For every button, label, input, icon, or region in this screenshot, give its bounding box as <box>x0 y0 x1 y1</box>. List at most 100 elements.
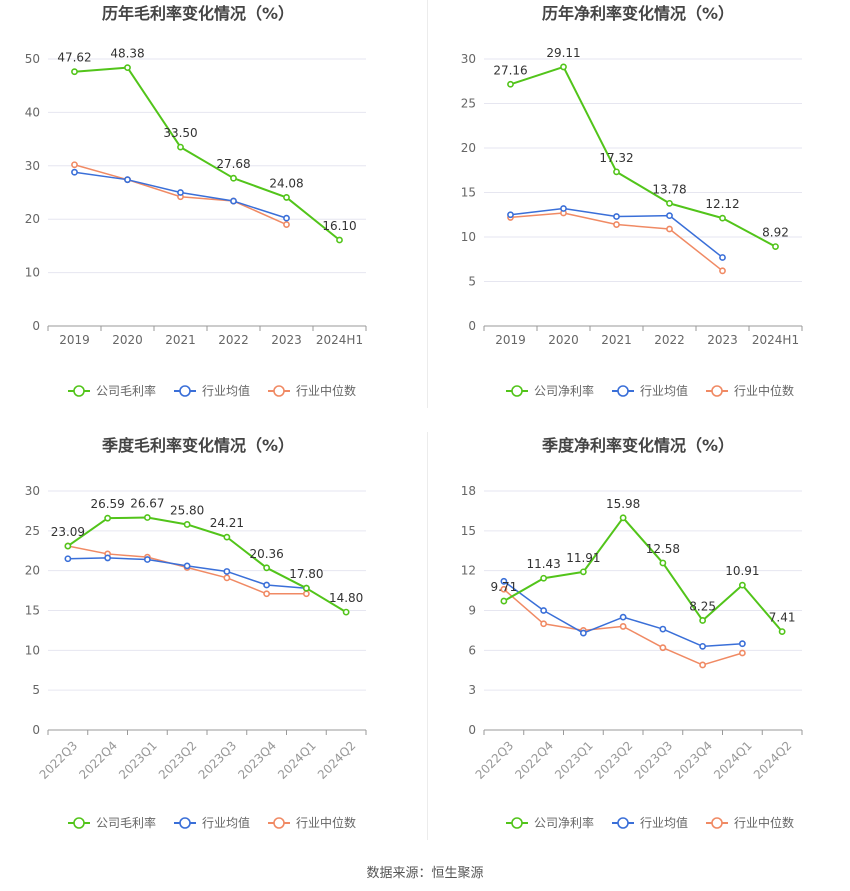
data-label: 27.68 <box>216 157 250 171</box>
y-tick-label: 15 <box>25 604 40 618</box>
y-tick-label: 15 <box>461 524 476 538</box>
data-point <box>500 597 508 605</box>
data-point <box>738 581 746 589</box>
chart-title: 季度毛利率变化情况（%） <box>101 436 294 455</box>
data-point <box>507 80 514 88</box>
legend-marker <box>273 385 285 397</box>
y-tick-label: 40 <box>25 105 40 119</box>
x-tick-label: 2024Q1 <box>275 738 319 782</box>
data-point <box>613 168 620 176</box>
y-tick-label: 10 <box>25 266 40 280</box>
data-point <box>772 243 779 251</box>
y-tick-label: 25 <box>25 524 40 538</box>
legend-marker <box>73 385 85 397</box>
data-point <box>104 554 112 562</box>
data-point <box>738 640 746 648</box>
y-tick-label: 20 <box>25 564 40 578</box>
panel-divider-bottom <box>427 432 428 840</box>
x-tick-label: 2022Q4 <box>76 738 120 782</box>
legend-marker <box>511 385 523 397</box>
x-tick-label: 2022 <box>218 333 249 347</box>
x-tick-label: 2023Q2 <box>592 738 636 782</box>
x-tick-label: 2020 <box>548 333 579 347</box>
data-point <box>64 555 72 563</box>
legend-label: 行业中位数 <box>734 815 794 830</box>
data-point <box>104 514 112 522</box>
data-point <box>143 556 151 563</box>
data-label: 23.09 <box>51 525 85 539</box>
x-tick-label: 2022Q3 <box>37 738 81 782</box>
data-point <box>283 221 290 228</box>
x-tick-label: 2019 <box>495 333 526 347</box>
x-tick-label: 2024H1 <box>316 333 363 347</box>
data-point <box>560 63 567 71</box>
data-label: 27.16 <box>493 63 527 77</box>
series-line-1 <box>510 65 776 248</box>
data-point <box>223 574 231 582</box>
data-label: 15.98 <box>606 497 640 511</box>
data-point <box>699 661 707 669</box>
data-label: 24.08 <box>269 176 303 190</box>
data-label: 11.43 <box>526 557 560 571</box>
data-label: 10.91 <box>725 564 759 578</box>
y-tick-label: 20 <box>461 141 476 155</box>
y-tick-label: 0 <box>32 723 40 737</box>
y-tick-label: 30 <box>25 159 40 173</box>
data-label: 8.25 <box>689 599 716 613</box>
data-source-note: 数据来源：恒生聚源 <box>366 866 484 881</box>
data-label: 17.80 <box>289 567 323 581</box>
data-point <box>124 64 131 72</box>
x-tick-label: 2024H1 <box>752 333 799 347</box>
x-tick-label: 2023Q3 <box>196 738 240 782</box>
data-point <box>666 199 673 207</box>
data-label: 9.71 <box>491 580 518 594</box>
x-tick-label: 2022Q3 <box>473 738 517 782</box>
data-point <box>263 564 271 572</box>
data-point <box>666 212 673 220</box>
data-label: 12.12 <box>705 197 739 211</box>
y-tick-label: 50 <box>25 52 40 66</box>
x-tick-label: 2022Q4 <box>512 738 556 782</box>
data-label: 7.41 <box>769 611 796 625</box>
data-point <box>699 642 707 650</box>
data-point <box>71 68 78 76</box>
legend-label: 公司净利率 <box>534 815 594 830</box>
data-point <box>500 585 508 593</box>
data-label: 48.38 <box>110 47 144 61</box>
x-tick-label: 2023 <box>271 333 302 347</box>
x-tick-label: 2023Q2 <box>156 738 200 782</box>
chart-panel-3: 季度毛利率变化情况（%）0510152025302022Q32022Q42023… <box>25 436 367 830</box>
data-point <box>143 514 151 521</box>
legend-marker <box>511 817 523 829</box>
legend-label: 行业均值 <box>640 383 688 398</box>
data-point <box>659 625 667 633</box>
data-point <box>302 590 310 598</box>
data-point <box>619 623 627 630</box>
data-point <box>71 161 78 169</box>
x-tick-label: 2023Q1 <box>552 738 596 782</box>
series-line-1 <box>67 516 347 613</box>
data-point <box>342 608 350 616</box>
data-point <box>560 205 567 212</box>
y-tick-label: 10 <box>461 230 476 244</box>
legend-label: 行业中位数 <box>296 383 356 398</box>
y-tick-label: 20 <box>25 212 40 226</box>
x-tick-label: 2023Q4 <box>671 738 715 782</box>
data-point <box>183 562 191 570</box>
data-label: 16.10 <box>322 219 356 233</box>
x-tick-label: 2019 <box>59 333 90 347</box>
data-point <box>659 644 667 652</box>
chart-panel-1: 历年毛利率变化情况（%） 0 10 20 30 40 50 2019 2020 2021 2022 2… <box>25 4 367 398</box>
legend-label: 公司毛利率 <box>96 815 156 830</box>
y-tick-label: 30 <box>461 52 476 66</box>
data-label: 8.92 <box>762 226 789 240</box>
data-point <box>283 194 290 201</box>
y-tick-label: 3 <box>468 683 476 697</box>
legend-marker <box>179 385 191 397</box>
legend-label: 行业均值 <box>202 383 250 398</box>
y-tick-label: 5 <box>32 683 40 697</box>
x-tick-label: 2023 <box>707 333 738 347</box>
x-tick-label: 2024Q1 <box>711 738 755 782</box>
data-point <box>719 254 726 261</box>
